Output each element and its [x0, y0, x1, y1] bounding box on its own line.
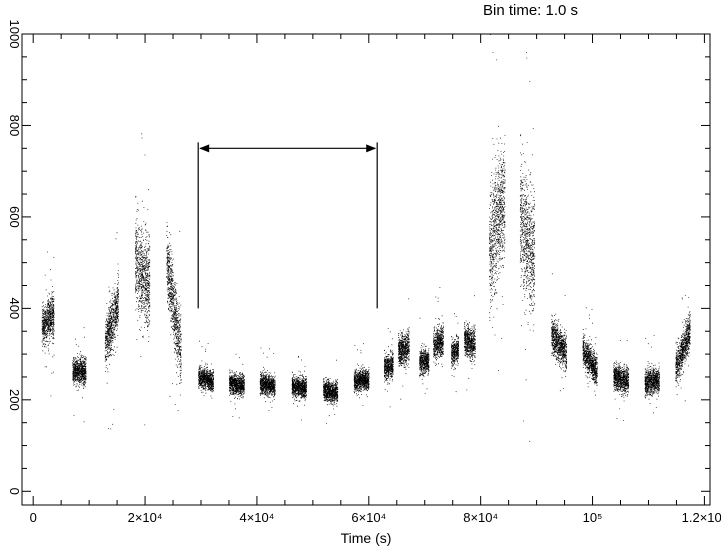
data-segment-2: [72, 327, 87, 423]
data-points: [166, 222, 182, 412]
x-tick-label: 0: [30, 510, 37, 525]
data-segment-7: [229, 353, 245, 419]
interval-bracket: [197, 142, 378, 309]
data-points: [383, 328, 394, 408]
x-tick-label: 8×10⁴: [463, 510, 498, 525]
data-points: [41, 251, 55, 397]
data-points: [229, 353, 245, 419]
y-tick-label: 400: [7, 298, 22, 320]
data-segment-5: [166, 222, 182, 412]
data-segment-16: [451, 313, 460, 393]
data-points: [519, 52, 536, 442]
data-segment-24: [675, 295, 691, 402]
y-tick-label: 800: [7, 115, 22, 137]
x-axis-label: Time (s): [341, 530, 392, 546]
data-segment-3: [104, 232, 119, 430]
x-tick-label: 10⁵: [583, 510, 603, 525]
data-segment-14: [419, 317, 430, 394]
data-segment-8: [259, 347, 276, 411]
data-points: [463, 295, 476, 391]
data-points: [489, 34, 506, 372]
data-segment-17: [463, 295, 476, 391]
x-tick-label: 6×10⁴: [351, 510, 386, 525]
data-segment-10: [322, 359, 339, 424]
data-segment-4: [135, 133, 151, 426]
data-segment-22: [613, 340, 630, 421]
data-points: [322, 359, 339, 424]
data-points: [291, 356, 307, 421]
data-segment-11: [353, 343, 370, 406]
data-segment-9: [291, 356, 307, 421]
bracket-arrow-right-head: [366, 144, 377, 153]
bracket-arrow-left-head: [199, 144, 210, 153]
data-points: [104, 232, 119, 430]
data-points: [613, 340, 630, 421]
plot-frame: [21, 33, 711, 506]
data-points: [397, 298, 410, 400]
data-points: [353, 343, 370, 406]
data-points: [72, 327, 87, 423]
data-segment-1: [41, 251, 55, 397]
data-points: [135, 133, 151, 426]
data-segment-20: [551, 273, 567, 392]
y-tick-label: 1000: [7, 20, 22, 49]
data-segment-12: [383, 328, 394, 408]
data-segment-13: [397, 298, 410, 400]
data-segment-6: [198, 340, 214, 399]
data-points: [433, 287, 444, 368]
data-points: [419, 317, 430, 394]
data-segment-18: [489, 34, 506, 372]
y-tick-label: 0: [7, 488, 22, 495]
data-points: [675, 295, 691, 402]
bin-time-label: Bin time: 1.0 s: [483, 2, 579, 19]
x-tick-label: 2×10⁴: [128, 510, 163, 525]
data-points: [259, 347, 276, 411]
data-points: [198, 340, 214, 399]
data-segment-23: [644, 335, 660, 414]
data-points: [451, 313, 460, 393]
data-points: [551, 273, 567, 392]
data-segment-21: [582, 307, 598, 396]
data-points: [644, 335, 660, 414]
data-points: [582, 307, 598, 396]
x-tick-label: 4×10⁴: [239, 510, 274, 525]
x-tick-label: 1.2×10⁵: [682, 510, 721, 525]
data-segment-19: [519, 52, 536, 442]
y-tick-label: 600: [7, 206, 22, 228]
data-segment-15: [433, 287, 444, 368]
y-tick-label: 200: [7, 389, 22, 411]
